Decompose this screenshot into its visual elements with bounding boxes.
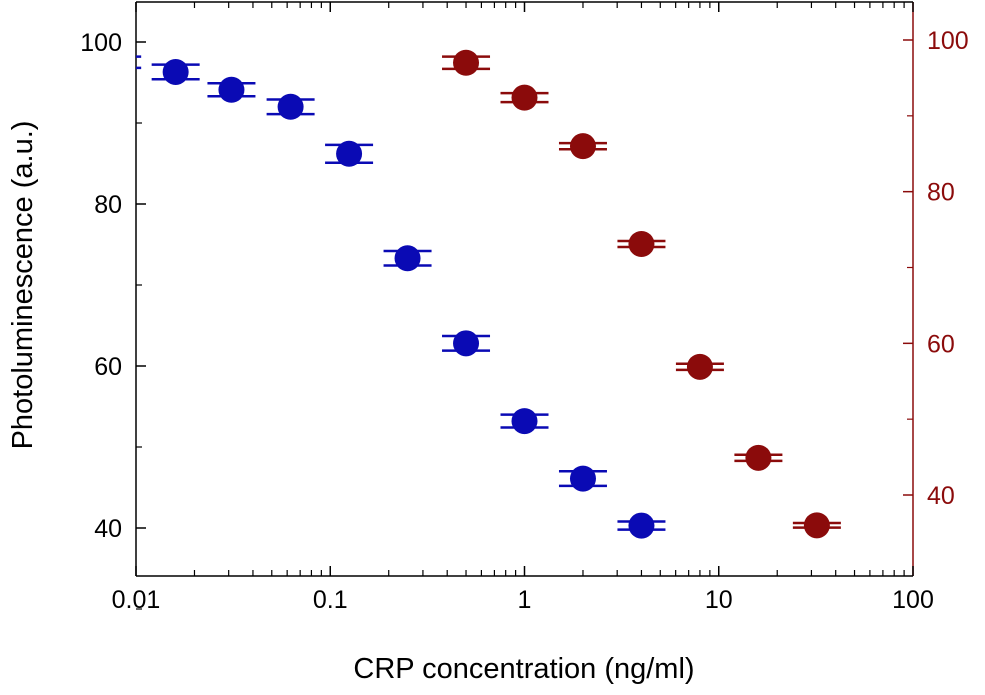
data-point	[336, 140, 363, 167]
y-right-tick-label: 80	[927, 179, 955, 207]
y-right-tick-label: 60	[927, 330, 955, 358]
y-right-tick-label: 100	[927, 27, 969, 55]
data-point	[686, 353, 713, 380]
x-tick-label: 1	[518, 586, 532, 614]
x-tick-label: 10	[705, 586, 733, 614]
y-right-tick-label: 40	[927, 482, 955, 510]
data-point	[569, 465, 596, 492]
data-point	[803, 512, 830, 539]
y-left-tick-label: 60	[94, 353, 122, 381]
y-axis-title-left: Photoluminescence (a.u.)	[7, 121, 39, 450]
data-point	[569, 133, 596, 160]
data-point	[511, 84, 538, 111]
data-point	[745, 444, 772, 471]
series-1	[136, 55, 666, 539]
series-2	[442, 49, 841, 539]
data-point	[453, 330, 480, 357]
data-point	[394, 245, 421, 272]
x-tick-label: 0.01	[112, 586, 161, 614]
y-left-tick-label: 80	[94, 191, 122, 219]
y-left-tick-label: 100	[80, 29, 122, 57]
data-point	[453, 49, 480, 76]
x-axis-title: CRP concentration (ng/ml)	[353, 653, 694, 685]
data-point	[628, 230, 655, 257]
x-tick-label: 0.1	[313, 586, 348, 614]
data-point	[277, 93, 304, 120]
data-point	[511, 408, 538, 435]
data-point	[628, 512, 655, 539]
x-tick-label: 100	[892, 586, 934, 614]
data-point	[218, 76, 245, 103]
y-left-tick-label: 40	[94, 515, 122, 543]
data-point	[162, 58, 189, 85]
